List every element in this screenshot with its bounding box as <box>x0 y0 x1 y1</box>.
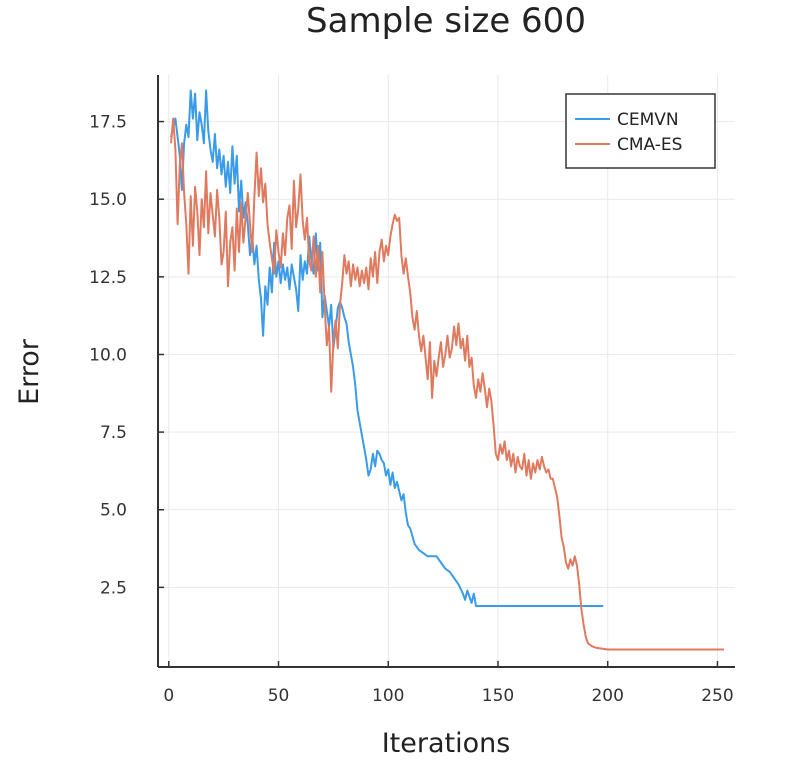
y-tick-label: 17.5 <box>89 113 127 133</box>
y-tick-label: 10.0 <box>89 345 127 365</box>
x-tick-label: 150 <box>482 686 514 706</box>
x-tick-label: 100 <box>372 686 404 706</box>
y-tick-label: 12.5 <box>89 268 127 288</box>
x-tick-label: 0 <box>163 686 174 706</box>
y-axis-label: Error <box>14 338 45 405</box>
legend-label: CMA-ES <box>617 135 682 155</box>
y-tick-label: 2.5 <box>100 578 127 598</box>
x-tick-label: 250 <box>701 686 733 706</box>
x-axis-label: Iterations <box>382 728 511 759</box>
series-line-cma-es <box>170 117 724 651</box>
y-tick-label: 5.0 <box>100 501 127 521</box>
y-tick-label: 15.0 <box>89 190 127 210</box>
axes <box>157 75 735 668</box>
legend-label: CEMVN <box>617 110 679 130</box>
legend: CEMVN CMA-ES <box>565 93 716 169</box>
legend-box <box>565 93 716 169</box>
series-line-cemvn <box>170 89 604 607</box>
chart-title: Sample size 600 <box>306 1 586 41</box>
x-tick-label: 50 <box>268 686 290 706</box>
plot-area <box>170 89 724 651</box>
y-tick-label: 7.5 <box>100 423 127 443</box>
x-tick-label: 200 <box>591 686 623 706</box>
tick-labels: 0 50 100 150 200 250 2.5 5.0 7.5 10.0 12.5 15.0 17.5 <box>89 113 734 706</box>
